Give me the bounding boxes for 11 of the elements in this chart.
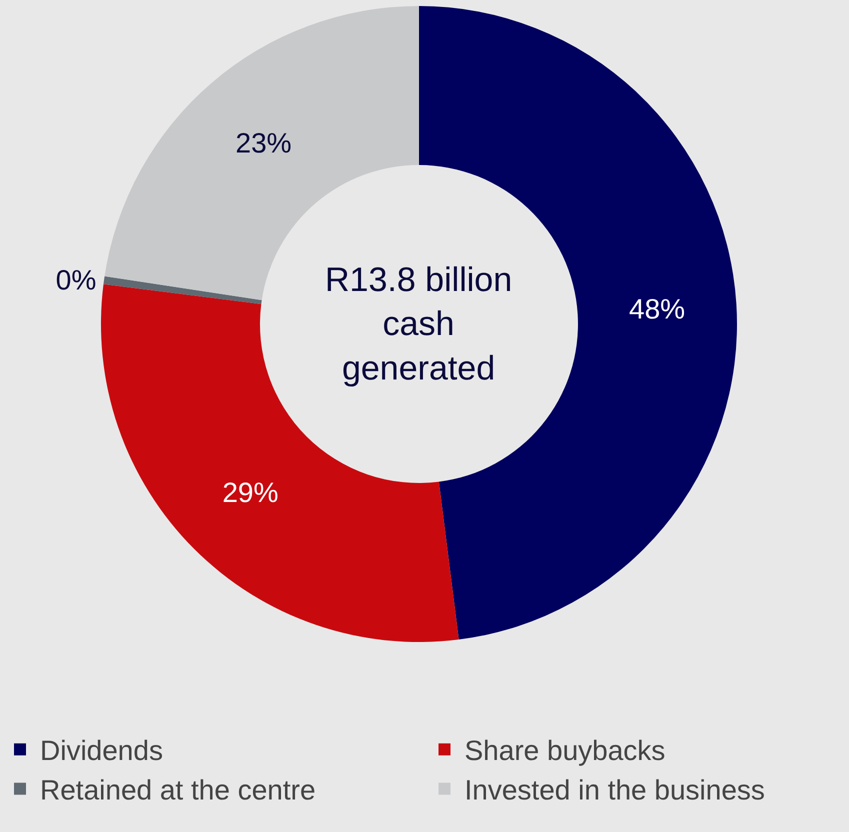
legend-label: Invested in the business — [464, 774, 765, 806]
text: R13.8 billion cash generated — [325, 261, 512, 388]
data-label: 48% — [628, 294, 686, 325]
data-label: 23% — [235, 128, 292, 159]
legend-label: Retained at the centre — [40, 774, 316, 806]
legend-label: Share buybacks — [464, 735, 666, 766]
data-label: 29% — [222, 477, 278, 508]
data-label: 0% — [56, 264, 96, 296]
donut-slice — [103, 276, 262, 304]
donut-slice — [104, 6, 419, 300]
legend-label: Dividends — [40, 735, 163, 766]
